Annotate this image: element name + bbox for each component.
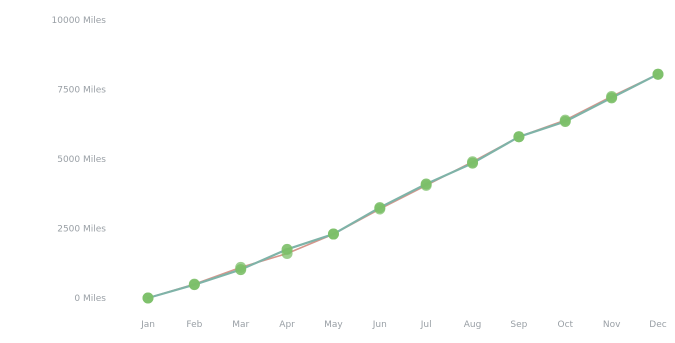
data-point-marker bbox=[235, 264, 247, 276]
data-point-marker bbox=[420, 178, 432, 190]
x-tick-label: Apr bbox=[279, 320, 295, 330]
y-tick-label: 2500 Miles bbox=[57, 225, 106, 235]
x-tick-label: Aug bbox=[464, 320, 482, 330]
y-tick-label: 10000 Miles bbox=[52, 16, 107, 26]
x-tick-label: Dec bbox=[649, 320, 666, 330]
marker-layer bbox=[142, 68, 664, 304]
series-line-1 bbox=[147, 73, 659, 299]
data-point-marker bbox=[374, 202, 386, 214]
x-tick-label: Feb bbox=[186, 320, 202, 330]
x-tick-label: May bbox=[324, 320, 343, 330]
series-layer bbox=[146, 73, 660, 300]
x-tick-label: Sep bbox=[510, 320, 527, 330]
x-tick-label: Oct bbox=[557, 320, 573, 330]
data-point-marker bbox=[142, 292, 154, 304]
data-point-marker bbox=[281, 243, 293, 255]
data-point-marker bbox=[327, 228, 339, 240]
x-tick-label: Jan bbox=[140, 320, 155, 330]
x-tick-label: Mar bbox=[232, 320, 249, 330]
data-point-marker bbox=[606, 92, 618, 104]
x-tick-label: Jul bbox=[420, 320, 432, 330]
data-point-marker bbox=[188, 279, 200, 291]
x-tick-label: Nov bbox=[603, 320, 621, 330]
y-tick-label: 5000 Miles bbox=[57, 155, 106, 165]
y-tick-label: 7500 Miles bbox=[57, 86, 106, 96]
data-point-marker bbox=[513, 131, 525, 143]
data-point-marker bbox=[559, 115, 571, 127]
y-axis: 0 Miles 2500 Miles 5000 Miles 7500 Miles 100… bbox=[52, 16, 107, 304]
x-axis: Jan Feb Mar Apr May Jun Jul Aug Sep Oct Nov Dec bbox=[140, 320, 667, 330]
data-point-marker bbox=[652, 68, 664, 80]
data-point-marker bbox=[467, 157, 479, 169]
series-line-2 bbox=[146, 73, 660, 300]
x-tick-label: Jun bbox=[372, 320, 387, 330]
y-tick-label: 0 Miles bbox=[74, 294, 106, 304]
